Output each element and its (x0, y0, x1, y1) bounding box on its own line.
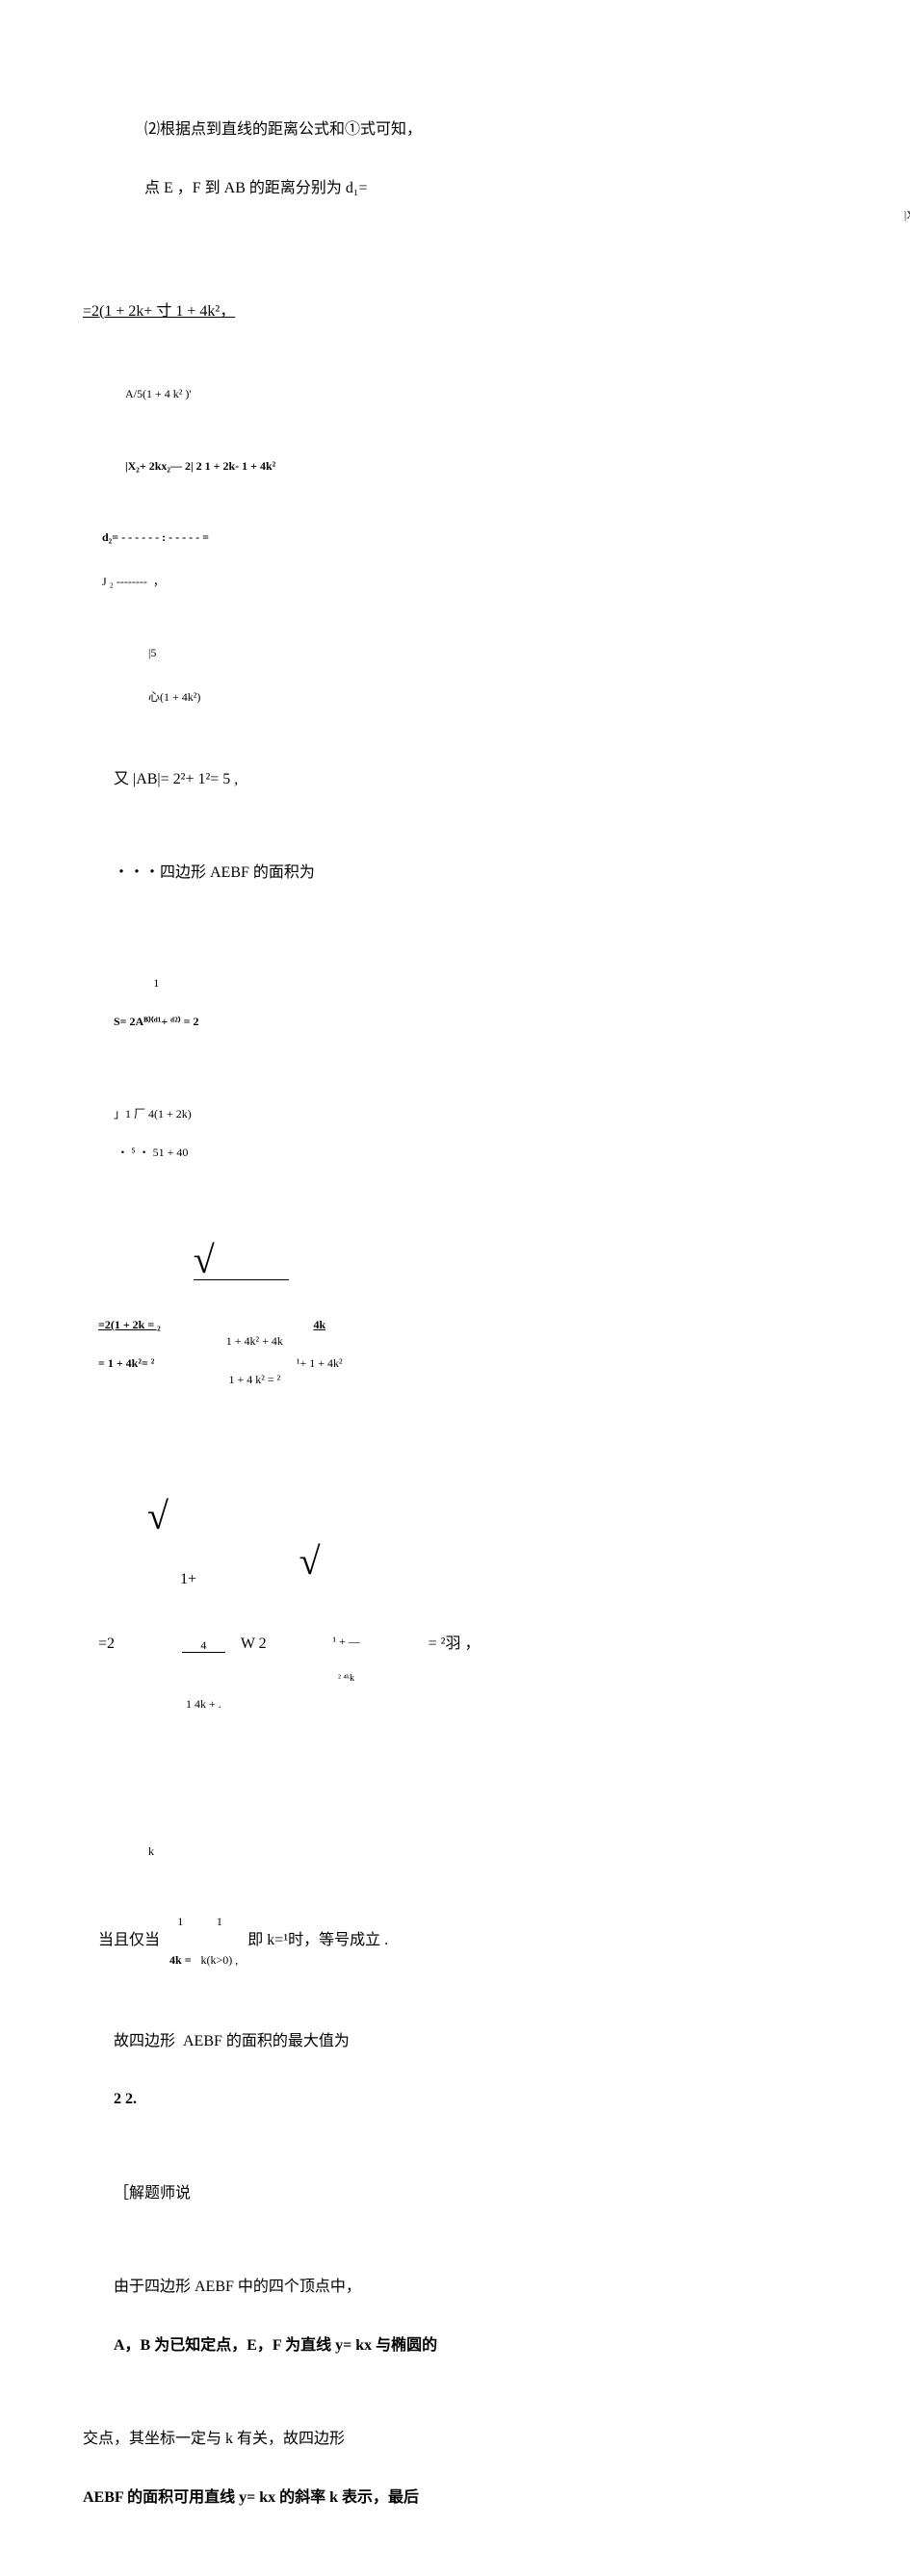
fraction: 4 1 4k + . (182, 1594, 225, 1755)
math-fragment: J ₂ -------- ， (102, 575, 165, 588)
math-fragment: d₂= - - - - - - : - - - - - = (102, 530, 209, 544)
math-stack: 1 4k = (169, 1891, 192, 1993)
text-line: 故四边形 AEBF 的面积的最大值为 2 2. (67, 1997, 910, 2144)
math-stack: 」1 厂 4(1 + 2k) ・ ⁵ ・ 51 + 40 (114, 1083, 192, 1185)
text: 故四边形 AEBF 的面积的最大值为 (114, 2033, 350, 2049)
math-stack: 1 k(k>0) , (201, 1891, 239, 1993)
text: A，B 为已知定点，E，F 为直线 y= kx 与椭圆的 (114, 2337, 437, 2354)
math-fragment: = ²羽 ， (429, 1630, 481, 1659)
text: AEBF 的面积可用直线 y= kx 的斜率 k 表示，最后 (83, 2489, 419, 2506)
sqrt-icon: √ 1+ 4 1 4k + . (122, 1476, 233, 1814)
math-fragment: 1+ (180, 1571, 196, 1587)
math-fragment: 2 2. (114, 2091, 137, 2107)
math-fragment: A/5(1 + 4 k² )' (125, 387, 192, 400)
math-fragment: W 2 (241, 1630, 267, 1659)
math-fragment: |X₁ + 2kX1 2| (904, 204, 910, 226)
math-stack: ¹ + — ² ⁴ᵏk (332, 1610, 361, 1709)
text-line: 当且仅当 1 4k = 1 k(k>0) , 即 k=¹时，等号成立 . (67, 1891, 910, 1993)
math-fragment: =2 (98, 1630, 115, 1659)
equation-line: A/5(1 + 4 k² )' (67, 362, 910, 427)
equation-line: =2(1 + 2k+ 寸 1 + 4k²， (67, 268, 910, 355)
math-stack: 4k ¹+ 1 + 4k² (297, 1294, 343, 1396)
equation-block: 1 S= 2Aᴮ⁾⁽ᵈ¹+ ᵈ²⁾ = 2 」1 厂 4(1 + 2k) ・ ⁵… (67, 923, 910, 1214)
text-line: ・・・四边形 AEBF 的面积为 (67, 829, 910, 916)
text: ・・・四边形 AEBF 的面积为 (114, 864, 315, 881)
text: 即 k=¹时，等号成立 . (247, 1926, 388, 1955)
paragraph: 交点，其坐标一定与 k 有关，故四边形 AEBF 的面积可用直线 y= kx 的… (67, 2395, 910, 2541)
paragraph: 通过变形，利用基本不等式求最值 . (67, 2547, 910, 2576)
sqrt-icon: √ 1 + 4k² + 4k 1 + 4 k² = ² (169, 1220, 289, 1470)
equation-tail-subscript: k (67, 1818, 910, 1884)
math-fragment: =2(1 + 2k+ 寸 1 + 4k²， (83, 303, 235, 320)
equation-block: =2 √ 1+ 4 1 4k + . W 2 √ ¹ + — ² ⁴ᵏk = ²… (67, 1476, 910, 1814)
text: ⑵根据点到直线的距离公式和①式可知， (144, 121, 422, 138)
paragraph: 由于四边形 AEBF 中的四个顶点中， A，B 为已知定点，E，F 为直线 y=… (67, 2243, 910, 2389)
text: 由于四边形 AEBF 中的四个顶点中， (114, 2279, 361, 2295)
equation-block: =2(1 + 2k = ₂ = 1 + 4k²= ² √ 1 + 4k² + 4… (67, 1220, 910, 1470)
math-stack: =2(1 + 2k = ₂ = 1 + 4k²= ² (98, 1294, 161, 1396)
math-stack: 1 + 4k² + 4k 1 + 4 k² = ² (226, 1310, 283, 1412)
equation-line: |X₂+ 2kx₂— 2| 2 1 + 2k- 1 + 4k² (67, 433, 910, 499)
math-stack: 1 S= 2Aᴮ⁾⁽ᵈ¹+ ᵈ²⁾ = 2 (114, 952, 198, 1054)
section-heading: ［解题师说 (67, 2150, 910, 2237)
text: 交点，其坐标一定与 k 有关，故四边形 (83, 2431, 345, 2447)
text: 当且仅当 (98, 1926, 160, 1955)
equation-line: d₂= - - - - - - : - - - - - = J ₂ ------… (67, 504, 910, 614)
math-fragment: |5 (148, 646, 156, 659)
document-page: ⑵根据点到直线的距离公式和①式可知， 点 E ，F 到 AB 的距离分别为 d₁… (67, 87, 910, 2576)
math-fragment: k (148, 1844, 154, 1858)
math-fragment: 心(1 + 4k²) (148, 690, 200, 704)
text: 点 E ，F 到 AB 的距离分别为 d₁= (144, 180, 368, 196)
math-fragment: 又 |AB|= 2²+ 1²= 5 , (114, 771, 238, 787)
equation-line: 又 |AB|= 2²+ 1²= 5 , (67, 735, 910, 823)
equation-line: |5 心(1 + 4k²) (67, 620, 910, 730)
sqrt-icon: √ ¹ + — ² ⁴ᵏk (274, 1521, 367, 1768)
paragraph: ⑵根据点到直线的距离公式和①式可知， 点 E ，F 到 AB 的距离分别为 d₁… (67, 87, 910, 262)
text: ［解题师说 (114, 2185, 191, 2202)
math-fragment: |X₂+ 2kx₂— 2| 2 1 + 2k- 1 + 4k² (125, 459, 275, 473)
